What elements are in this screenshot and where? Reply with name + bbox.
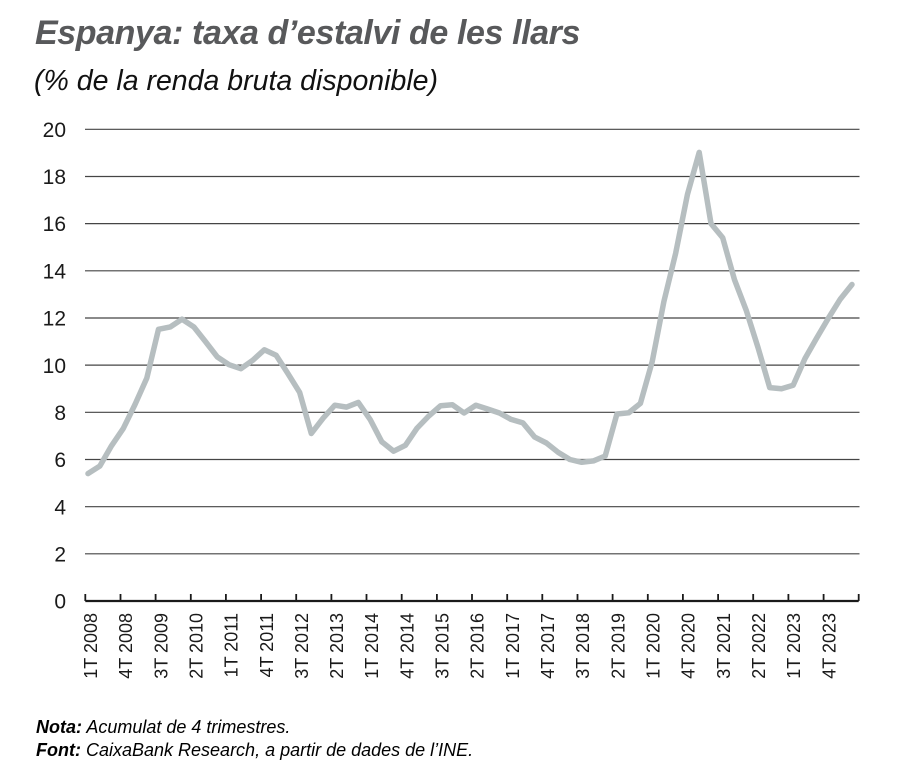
svg-text:4T 2008: 4T 2008 xyxy=(116,613,136,679)
svg-text:(% de la renda bruta disponibl: (% de la renda bruta disponible) xyxy=(34,65,438,97)
svg-text:4: 4 xyxy=(54,496,66,519)
svg-text:Font: CaixaBank Research, a pa: Font: CaixaBank Research, a partir de da… xyxy=(36,740,473,760)
svg-text:0: 0 xyxy=(54,591,66,614)
svg-text:3T 2018: 3T 2018 xyxy=(573,613,593,679)
svg-text:3T 2012: 3T 2012 xyxy=(292,613,312,679)
svg-text:2T 2010: 2T 2010 xyxy=(187,613,207,679)
svg-text:1T 2011: 1T 2011 xyxy=(222,613,242,677)
svg-text:10: 10 xyxy=(43,355,66,378)
svg-text:4T 2017: 4T 2017 xyxy=(538,613,558,679)
svg-text:2T 2016: 2T 2016 xyxy=(468,613,488,679)
svg-text:4T 2014: 4T 2014 xyxy=(397,613,417,679)
svg-text:20: 20 xyxy=(43,119,66,142)
svg-text:4T 2020: 4T 2020 xyxy=(679,613,699,679)
svg-text:4T 2011: 4T 2011 xyxy=(257,613,277,677)
svg-text:1T 2008: 1T 2008 xyxy=(81,613,101,679)
svg-text:1T 2023: 1T 2023 xyxy=(784,613,804,679)
svg-text:1T 2014: 1T 2014 xyxy=(362,613,382,679)
svg-text:3T 2009: 3T 2009 xyxy=(151,613,171,679)
svg-text:6: 6 xyxy=(54,449,66,472)
svg-text:4T 2023: 4T 2023 xyxy=(819,613,839,679)
svg-text:8: 8 xyxy=(54,402,66,425)
svg-text:1T 2020: 1T 2020 xyxy=(644,613,664,679)
svg-text:18: 18 xyxy=(43,166,66,189)
svg-text:3T 2021: 3T 2021 xyxy=(714,613,734,679)
svg-text:Nota: Acumulat de 4 trimestres: Nota: Acumulat de 4 trimestres. xyxy=(36,717,290,737)
svg-text:2T 2019: 2T 2019 xyxy=(608,613,628,679)
svg-text:1T 2017: 1T 2017 xyxy=(503,613,523,679)
svg-text:Espanya: taxa d’estalvi de les: Espanya: taxa d’estalvi de les llars xyxy=(35,14,580,52)
svg-text:16: 16 xyxy=(43,213,66,236)
svg-text:3T 2015: 3T 2015 xyxy=(433,613,453,679)
svg-text:14: 14 xyxy=(43,260,67,283)
svg-text:2T 2022: 2T 2022 xyxy=(749,613,769,679)
svg-text:12: 12 xyxy=(43,308,66,331)
svg-text:2T 2013: 2T 2013 xyxy=(327,613,347,679)
svg-text:2: 2 xyxy=(54,543,66,566)
